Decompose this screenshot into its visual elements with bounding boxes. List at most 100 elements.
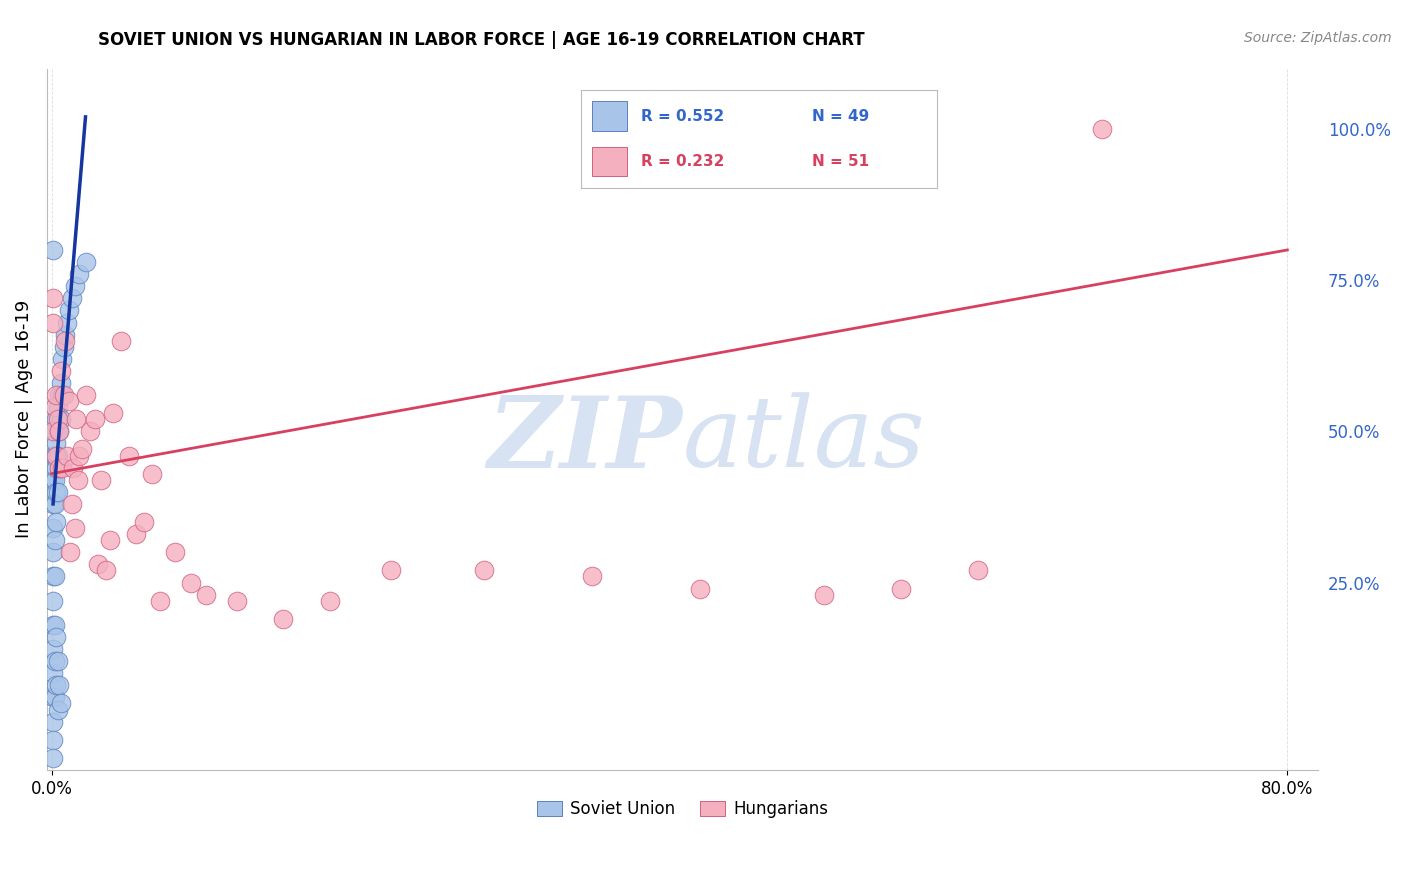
Point [45,484,67,499]
Point [48,425,70,439]
Point [44,690,66,705]
Point [48,388,70,402]
Point [45,460,67,475]
Point [44,497,66,511]
Point [271,612,294,626]
Point [58,303,80,318]
Point [48,425,70,439]
Point [318,593,340,607]
Point [118,449,141,463]
Point [165,545,187,559]
Point [62,460,84,475]
Y-axis label: In Labor Force | Age 16-19: In Labor Force | Age 16-19 [15,300,32,539]
Point [49,376,72,390]
Text: atlas: atlas [682,392,925,488]
Point [42,690,65,705]
Point [52,340,75,354]
Point [79,425,101,439]
Point [46,654,69,668]
Point [66,473,89,487]
Point [72,442,94,457]
Point [42,642,65,657]
Point [141,467,163,481]
Point [46,425,69,439]
Point [65,412,87,426]
Point [60,291,83,305]
Point [380,564,402,578]
Point [49,412,72,426]
Point [45,449,67,463]
Point [134,515,156,529]
Point [42,449,65,463]
Point [42,618,65,632]
Point [180,575,202,590]
Point [42,473,65,487]
Point [48,460,70,475]
Point [46,484,69,499]
Point [52,388,75,402]
Point [44,618,66,632]
Point [44,473,66,487]
Point [49,364,72,378]
Point [1091,122,1114,136]
Point [472,564,495,578]
Point [42,714,65,729]
Point [63,279,86,293]
Point [45,515,67,529]
Point [46,449,69,463]
Point [49,697,72,711]
Point [59,545,82,559]
Text: SOVIET UNION VS HUNGARIAN IN LABOR FORCE | AGE 16-19 CORRELATION CHART: SOVIET UNION VS HUNGARIAN IN LABOR FORCE… [98,31,865,49]
Point [46,702,69,716]
Point [42,243,65,257]
Point [51,388,73,402]
Point [56,449,79,463]
Point [581,569,603,583]
Point [83,412,105,426]
Point [44,400,66,414]
Point [60,497,83,511]
Point [55,327,77,342]
Point [45,412,67,426]
Point [48,678,70,692]
Point [75,255,97,269]
Point [42,593,65,607]
Point [689,582,711,596]
Point [42,751,65,765]
Point [46,400,69,414]
Text: Source: ZipAtlas.com: Source: ZipAtlas.com [1244,31,1392,45]
Point [45,436,67,450]
Point [87,558,110,572]
Point [55,334,77,348]
Point [48,460,70,475]
Point [225,593,247,607]
Point [967,564,990,578]
Text: ZIP: ZIP [488,392,682,489]
Point [42,545,65,559]
Point [94,564,117,578]
Point [58,394,80,409]
Point [103,406,125,420]
Point [149,593,172,607]
Point [890,582,912,596]
Point [75,388,97,402]
Point [63,521,86,535]
Point [42,521,65,535]
Point [44,425,66,439]
Point [42,425,65,439]
Point [125,527,148,541]
Legend: Soviet Union, Hungarians: Soviet Union, Hungarians [530,794,835,825]
Point [51,351,73,366]
Point [46,412,69,426]
Point [45,388,67,402]
Point [44,654,66,668]
Point [42,497,65,511]
Point [98,533,121,548]
Point [44,569,66,583]
Point [44,533,66,548]
Point [42,666,65,681]
Point [51,460,73,475]
Point [67,449,90,463]
Point [56,316,79,330]
Point [42,291,65,305]
